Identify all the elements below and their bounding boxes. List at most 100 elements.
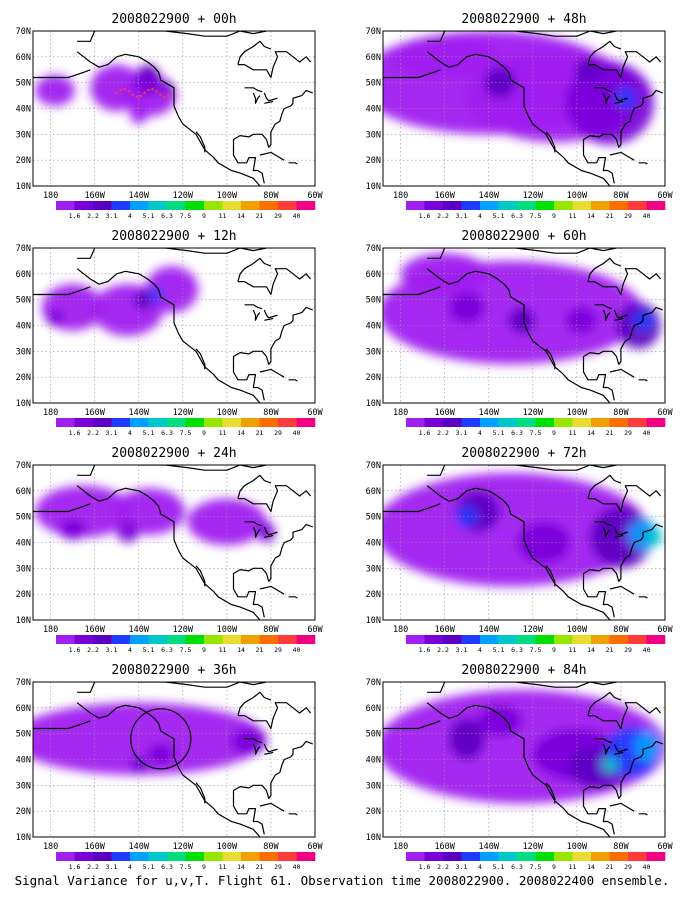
coastline	[638, 379, 648, 382]
coastline	[638, 162, 648, 165]
colorbar-label: 7.5	[180, 646, 192, 654]
lat-tick-label: 70N	[16, 27, 31, 37]
lat-tick-label: 50N	[366, 296, 381, 306]
colorbar-swatch	[554, 852, 573, 861]
coastline	[609, 585, 635, 595]
coastline	[426, 51, 611, 186]
lon-tick-label: 100W	[567, 842, 588, 852]
colorbar-label: 1.6	[419, 429, 431, 437]
coastline	[587, 51, 662, 79]
coastline	[288, 813, 298, 816]
coastline	[237, 474, 272, 499]
coastlines	[383, 248, 664, 403]
colorbar-swatch	[646, 852, 666, 861]
colorbar-swatch	[148, 201, 168, 210]
lon-tick-label: 140W	[479, 842, 500, 852]
lat-tick-label: 30N	[16, 347, 31, 357]
coastline	[609, 151, 635, 161]
colorbar-label: 29	[274, 429, 282, 437]
colorbar-label: 40	[643, 429, 651, 437]
variance-blob	[46, 310, 64, 326]
colorbar-label: 21	[606, 429, 614, 437]
colorbar-label: 14	[587, 646, 595, 654]
colorbar-swatch	[148, 852, 168, 861]
colorbar-label: 14	[587, 429, 595, 437]
lon-tick-label: 120W	[523, 191, 544, 201]
colorbar-label: 29	[624, 212, 632, 220]
colorbar-label: 21	[256, 646, 264, 654]
colorbar-swatch	[167, 418, 186, 427]
coastline	[288, 596, 298, 599]
coastline	[594, 87, 613, 93]
colorbar-swatch	[259, 852, 279, 861]
colorbar-label: 29	[274, 212, 282, 220]
colorbar-label: 14	[237, 863, 245, 871]
coastline	[383, 286, 441, 296]
variance-shading	[41, 266, 199, 336]
colorbar-swatch	[222, 418, 242, 427]
colorbar-swatch	[609, 635, 629, 644]
coastlines	[383, 682, 664, 837]
lat-tick-label: 40N	[16, 756, 31, 766]
observation-point	[139, 94, 142, 98]
lat-tick-label: 60N	[16, 487, 31, 497]
coastline	[638, 813, 648, 816]
colorbar-swatch	[498, 201, 518, 210]
coastline	[545, 131, 556, 153]
colorbar: 1.6 2.2 3.1 4 5.1 6.3 7.5 9 11 14 21 29 40	[406, 852, 666, 871]
coastline	[259, 585, 285, 595]
lon-tick-label: 80W	[613, 842, 629, 852]
coastline	[582, 89, 664, 148]
map-panel: 2008022900 + 48h 70N 60N 50N 40N 30N 20N 10N 180…	[366, 12, 674, 220]
observation-point	[155, 90, 158, 93]
colorbar-swatch	[535, 852, 555, 861]
coastline	[33, 720, 91, 730]
observation-point	[123, 88, 126, 91]
lon-tick-label: 100W	[567, 408, 588, 418]
colorbar-swatch	[406, 201, 425, 210]
grid	[383, 248, 665, 403]
lat-tick-label: 70N	[366, 678, 381, 688]
figure-footer: Signal Variance for u,v,T. Flight 61. Ob…	[15, 873, 670, 888]
map-frame	[382, 30, 666, 187]
lon-tick-label: 60W	[307, 842, 323, 852]
colorbar-swatch	[535, 201, 555, 210]
colorbar-label: 40	[293, 429, 301, 437]
colorbar-label: 7.5	[530, 212, 542, 220]
lat-tick-label: 20N	[366, 373, 381, 383]
colorbar-label: 6.3	[511, 429, 523, 437]
variance-blob	[645, 529, 663, 546]
colorbar: 1.6 2.2 3.1 4 5.1 6.3 7.5 9 11 14 21 29 40	[56, 852, 316, 871]
lat-tick-label: 50N	[366, 79, 381, 89]
lat-tick-label: 10N	[16, 833, 31, 843]
colorbar-label: 3.1	[106, 429, 118, 437]
variance-blob	[565, 307, 597, 334]
colorbar-swatch	[185, 635, 205, 644]
variance-blob	[59, 519, 86, 540]
colorbar-swatch	[498, 418, 518, 427]
colorbar-swatch	[591, 852, 610, 861]
colorbar-swatch	[424, 418, 444, 427]
colorbar-swatch	[498, 852, 518, 861]
lat-tick-label: 30N	[366, 130, 381, 140]
coastline	[587, 702, 662, 730]
colorbar-swatch	[461, 635, 481, 644]
colorbar-swatch	[517, 852, 536, 861]
coastline	[237, 257, 272, 282]
colorbar-swatch	[74, 852, 94, 861]
variance-blob	[477, 705, 522, 737]
lat-tick-label: 60N	[366, 53, 381, 63]
colorbar: 1.6 2.2 3.1 4 5.1 6.3 7.5 9 11 14 21 29 40	[56, 635, 316, 654]
grid	[383, 31, 665, 186]
colorbar-swatch	[278, 635, 297, 644]
panel-title: 2008022900 + 12h	[111, 229, 236, 244]
panel-title: 2008022900 + 36h	[111, 663, 236, 678]
observation-point	[127, 90, 130, 93]
colorbar-swatch	[609, 418, 629, 427]
colorbar-swatch	[130, 418, 149, 427]
grid	[33, 31, 315, 186]
lon-tick-label: 120W	[173, 191, 194, 201]
coastline	[232, 795, 265, 835]
coastline	[264, 100, 274, 104]
variance-blob	[33, 702, 267, 775]
